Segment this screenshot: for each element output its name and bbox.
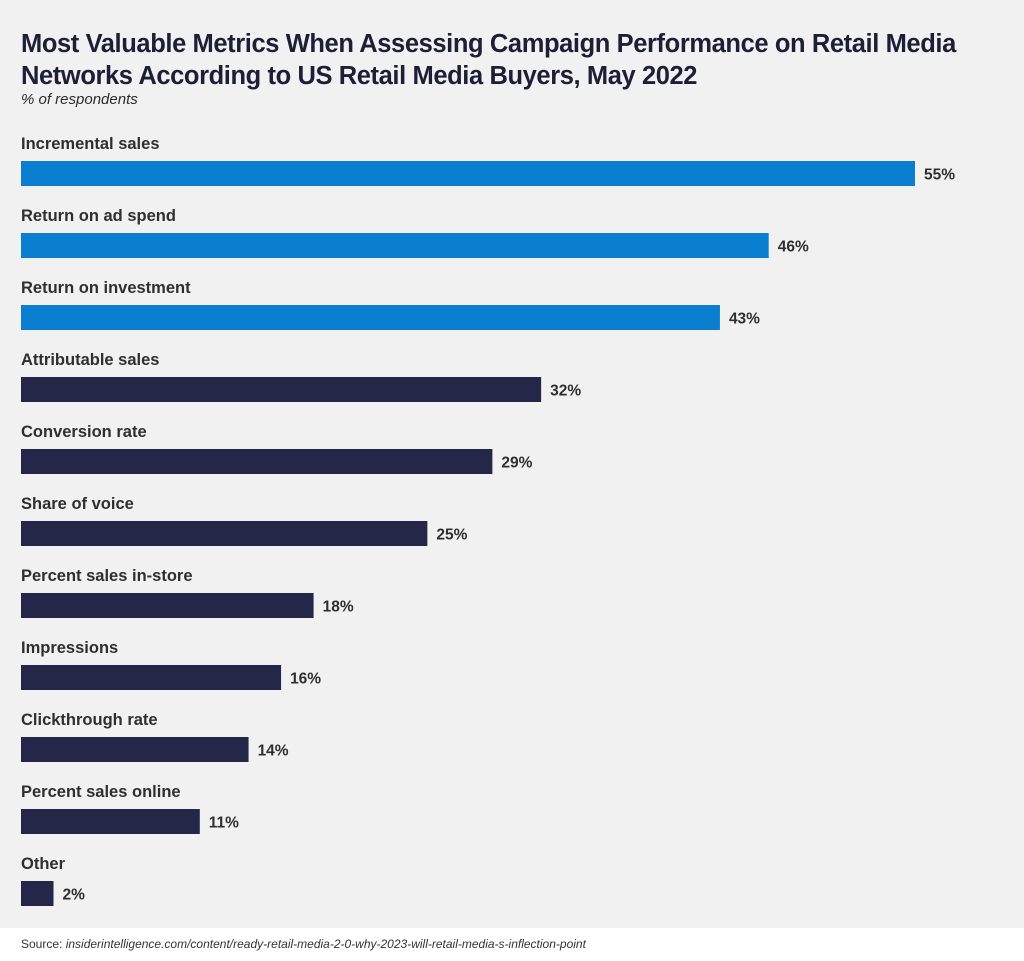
category-label: Impressions [21, 639, 118, 657]
bar [21, 449, 493, 474]
source-label: Source: [21, 937, 63, 951]
category-label: Clickthrough rate [21, 711, 158, 729]
bar [21, 161, 915, 186]
value-label: 29% [501, 455, 532, 472]
value-label: 14% [258, 743, 289, 760]
category-label: Percent sales in-store [21, 567, 193, 585]
bar [21, 665, 282, 690]
bar [21, 521, 428, 546]
category-label: Conversion rate [21, 423, 147, 441]
bar [21, 305, 720, 330]
source-line: Source: insiderintelligence.com/content/… [21, 937, 586, 951]
source-url: insiderintelligence.com/content/ready-re… [65, 937, 586, 951]
bar [21, 377, 542, 402]
value-label: 55% [924, 167, 955, 184]
category-label: Percent sales online [21, 783, 181, 801]
bar [21, 881, 54, 906]
category-label: Attributable sales [21, 351, 159, 369]
category-label: Share of voice [21, 495, 134, 513]
value-label: 11% [209, 815, 239, 832]
value-label: 2% [63, 887, 86, 904]
chart-card: Most Valuable Metrics When Assessing Cam… [0, 0, 1024, 928]
value-label: 32% [550, 383, 581, 400]
category-label: Incremental sales [21, 135, 160, 153]
category-label: Other [21, 855, 66, 873]
bar-chart: Incremental sales 55% Return on ad spend 46… [21, 135, 955, 906]
bar [21, 233, 769, 258]
value-label: 46% [778, 239, 809, 256]
bar [21, 809, 200, 834]
chart-subtitle: % of respondents [21, 91, 138, 108]
bar [21, 737, 249, 762]
category-label: Return on ad spend [21, 207, 176, 225]
category-label: Return on investment [21, 279, 191, 297]
bar [21, 593, 314, 618]
value-label: 43% [729, 311, 760, 328]
value-label: 18% [323, 599, 354, 616]
value-label: 16% [290, 671, 321, 688]
value-label: 25% [436, 527, 467, 544]
chart-title: Most Valuable Metrics When Assessing Cam… [21, 30, 956, 90]
